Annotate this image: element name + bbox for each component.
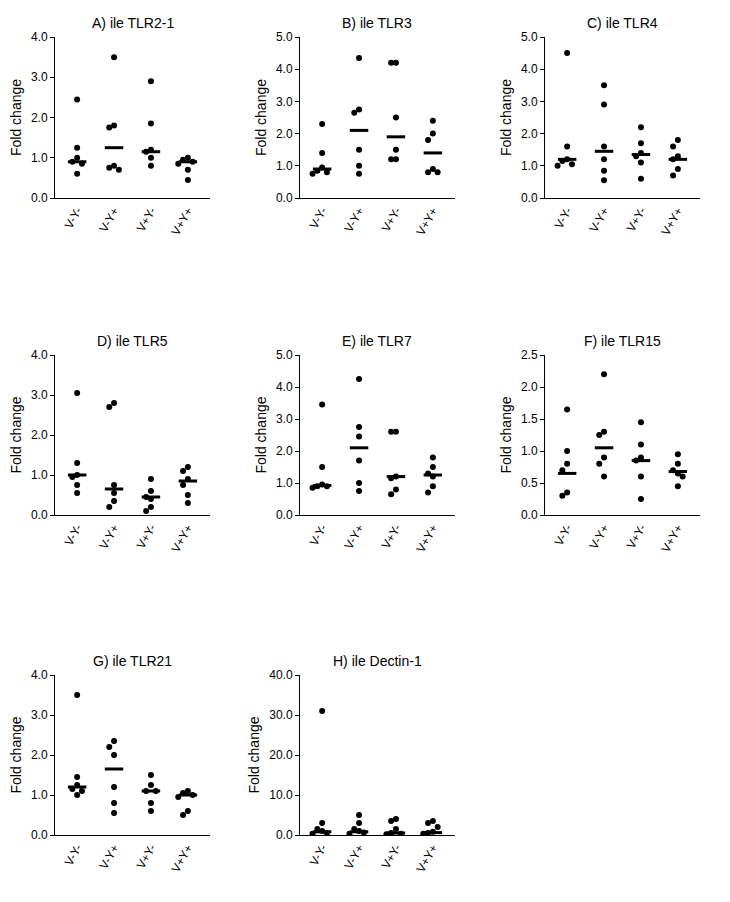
svg-text:V+Y-: V+Y- bbox=[379, 842, 404, 871]
svg-text:Fold change: Fold change bbox=[498, 79, 514, 156]
svg-text:V+Y-: V+Y- bbox=[134, 842, 159, 871]
svg-text:0.5: 0.5 bbox=[521, 476, 538, 490]
svg-text:40.0: 40.0 bbox=[269, 668, 293, 682]
svg-text:0.0: 0.0 bbox=[276, 191, 293, 205]
svg-text:0.0: 0.0 bbox=[31, 828, 48, 842]
svg-text:V+Y+: V+Y+ bbox=[169, 522, 196, 555]
svg-text:V-Y-: V-Y- bbox=[62, 205, 85, 231]
svg-text:2.0: 2.0 bbox=[31, 428, 48, 442]
svg-text:2.0: 2.0 bbox=[276, 444, 293, 458]
svg-text:V+Y-: V+Y- bbox=[379, 205, 404, 234]
svg-text:30.0: 30.0 bbox=[269, 708, 293, 722]
svg-text:V-Y+: V-Y+ bbox=[587, 205, 612, 235]
svg-text:4.0: 4.0 bbox=[31, 30, 48, 44]
svg-text:20.0: 20.0 bbox=[269, 748, 293, 762]
svg-text:4.0: 4.0 bbox=[31, 348, 48, 362]
svg-text:10.0: 10.0 bbox=[269, 788, 293, 802]
svg-text:5.0: 5.0 bbox=[521, 30, 538, 44]
svg-text:D) ile TLR5: D) ile TLR5 bbox=[97, 333, 168, 349]
svg-text:V+Y+: V+Y+ bbox=[169, 842, 196, 875]
svg-text:F) ile TLR15: F) ile TLR15 bbox=[584, 333, 661, 349]
svg-text:3.0: 3.0 bbox=[31, 708, 48, 722]
svg-text:2.5: 2.5 bbox=[521, 348, 538, 362]
svg-text:3.0: 3.0 bbox=[276, 412, 293, 426]
svg-text:3.0: 3.0 bbox=[31, 70, 48, 84]
svg-text:1.0: 1.0 bbox=[31, 788, 48, 802]
svg-text:1.0: 1.0 bbox=[276, 476, 293, 490]
svg-text:2.0: 2.0 bbox=[31, 111, 48, 125]
svg-text:4.0: 4.0 bbox=[276, 380, 293, 394]
svg-text:C) ile TLR4: C) ile TLR4 bbox=[587, 15, 658, 31]
svg-text:1.0: 1.0 bbox=[31, 151, 48, 165]
svg-text:V-Y-: V-Y- bbox=[62, 842, 85, 868]
svg-text:Fold change: Fold change bbox=[8, 79, 24, 156]
svg-text:V-Y+: V-Y+ bbox=[97, 522, 122, 552]
svg-text:0.0: 0.0 bbox=[31, 508, 48, 522]
svg-text:Fold change: Fold change bbox=[253, 396, 269, 473]
svg-text:V+Y-: V+Y- bbox=[134, 205, 159, 234]
svg-text:Fold change: Fold change bbox=[253, 79, 269, 156]
svg-text:V+Y+: V+Y+ bbox=[414, 205, 441, 238]
svg-text:2.0: 2.0 bbox=[276, 127, 293, 141]
svg-text:V-Y+: V-Y+ bbox=[342, 522, 367, 552]
svg-text:V-Y-: V-Y- bbox=[307, 522, 330, 548]
svg-text:0.0: 0.0 bbox=[521, 191, 538, 205]
svg-text:A) ile TLR2-1: A) ile TLR2-1 bbox=[92, 15, 174, 31]
svg-text:0.0: 0.0 bbox=[521, 508, 538, 522]
svg-text:1.0: 1.0 bbox=[31, 468, 48, 482]
svg-text:0.0: 0.0 bbox=[31, 191, 48, 205]
svg-text:Fold change: Fold change bbox=[8, 716, 24, 793]
svg-text:4.0: 4.0 bbox=[276, 62, 293, 76]
svg-text:V-Y+: V-Y+ bbox=[97, 205, 122, 235]
svg-text:B) ile TLR3: B) ile TLR3 bbox=[342, 15, 412, 31]
svg-text:V-Y-: V-Y- bbox=[307, 205, 330, 231]
svg-text:H) ile Dectin-1: H) ile Dectin-1 bbox=[333, 653, 422, 669]
svg-text:V+Y+: V+Y+ bbox=[414, 842, 441, 875]
svg-text:V+Y-: V+Y- bbox=[379, 522, 404, 551]
svg-text:1.5: 1.5 bbox=[521, 412, 538, 426]
svg-text:1.0: 1.0 bbox=[276, 159, 293, 173]
svg-text:3.0: 3.0 bbox=[276, 95, 293, 109]
svg-text:V-Y-: V-Y- bbox=[552, 522, 575, 548]
svg-text:V-Y+: V-Y+ bbox=[342, 842, 367, 872]
svg-text:4.0: 4.0 bbox=[521, 62, 538, 76]
svg-text:V-Y+: V-Y+ bbox=[587, 522, 612, 552]
svg-text:Fold change: Fold change bbox=[498, 396, 514, 473]
svg-text:V-Y-: V-Y- bbox=[62, 522, 85, 548]
svg-text:V+Y+: V+Y+ bbox=[659, 522, 686, 555]
svg-text:V-Y-: V-Y- bbox=[307, 842, 330, 868]
svg-text:Fold change: Fold change bbox=[246, 716, 262, 793]
svg-text:V+Y-: V+Y- bbox=[134, 522, 159, 551]
svg-text:1.0: 1.0 bbox=[521, 444, 538, 458]
svg-text:E) ile TLR7: E) ile TLR7 bbox=[342, 333, 412, 349]
svg-text:Fold change: Fold change bbox=[8, 396, 24, 473]
svg-text:1.0: 1.0 bbox=[521, 159, 538, 173]
svg-text:V+Y+: V+Y+ bbox=[414, 522, 441, 555]
svg-text:3.0: 3.0 bbox=[521, 95, 538, 109]
svg-text:0.0: 0.0 bbox=[276, 828, 293, 842]
svg-text:5.0: 5.0 bbox=[276, 30, 293, 44]
svg-text:V+Y-: V+Y- bbox=[624, 522, 649, 551]
svg-text:V-Y+: V-Y+ bbox=[342, 205, 367, 235]
svg-text:4.0: 4.0 bbox=[31, 668, 48, 682]
svg-text:2.0: 2.0 bbox=[521, 127, 538, 141]
svg-text:G) ile TLR21: G) ile TLR21 bbox=[93, 653, 172, 669]
svg-text:V+Y+: V+Y+ bbox=[659, 205, 686, 238]
svg-text:V+Y+: V+Y+ bbox=[169, 205, 196, 238]
svg-text:2.0: 2.0 bbox=[31, 748, 48, 762]
svg-text:0.0: 0.0 bbox=[276, 508, 293, 522]
svg-text:2.0: 2.0 bbox=[521, 380, 538, 394]
svg-text:V-Y+: V-Y+ bbox=[97, 842, 122, 872]
svg-text:3.0: 3.0 bbox=[31, 388, 48, 402]
svg-text:V-Y-: V-Y- bbox=[552, 205, 575, 231]
svg-text:V+Y-: V+Y- bbox=[624, 205, 649, 234]
svg-text:5.0: 5.0 bbox=[276, 348, 293, 362]
